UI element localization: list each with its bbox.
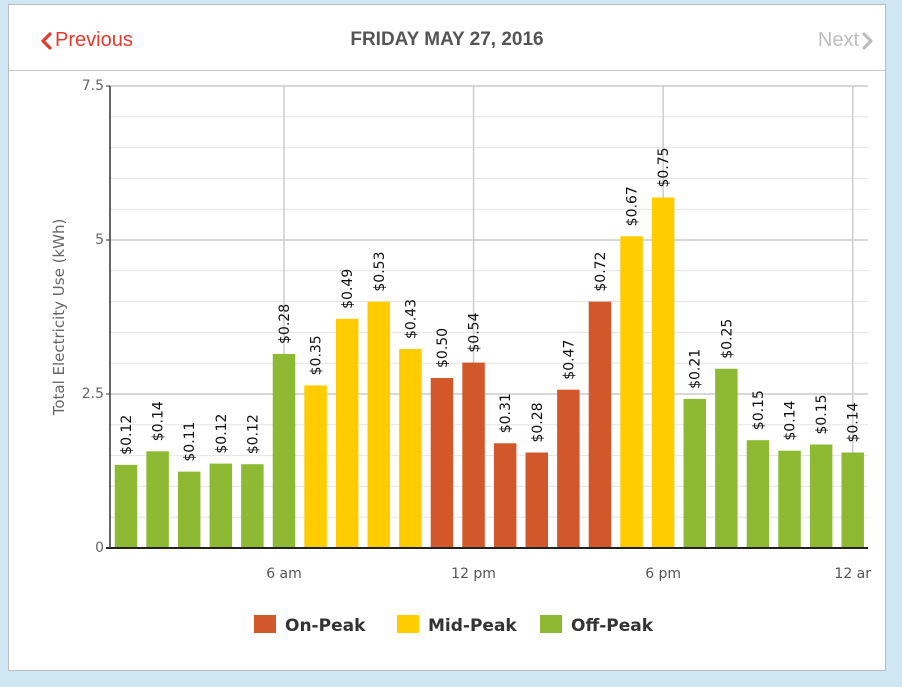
legend-swatch <box>397 615 419 633</box>
usage-bar[interactable] <box>493 443 517 548</box>
y-axis-label: Total Electricity Use (kWh) <box>50 219 68 417</box>
y-tick-label: 2.5 <box>82 386 104 402</box>
chart-axes: 0 2.5 5 7.5 6 am 12 pm 6 pm 12 ar <box>82 78 872 582</box>
usage-bar[interactable] <box>462 362 485 548</box>
cost-data-label: $0.47 <box>561 340 577 380</box>
cost-data-label: $0.35 <box>309 335 325 375</box>
cost-data-label: $0.75 <box>656 147 672 187</box>
y-tick-label: 0 <box>95 540 104 556</box>
next-label: Next <box>817 29 859 51</box>
x-tick-label: 12 ar <box>834 566 871 582</box>
usage-bar[interactable] <box>651 197 675 548</box>
legend-item-on[interactable]: On-Peak <box>254 615 366 636</box>
previous-label: Previous <box>55 29 133 51</box>
usage-bar[interactable] <box>367 301 391 548</box>
cost-data-label: $0.31 <box>498 393 514 433</box>
cost-data-label: $0.25 <box>719 319 735 359</box>
cost-data-label: $0.15 <box>814 394 830 434</box>
y-tick-label: 7.5 <box>82 78 104 94</box>
usage-bar[interactable] <box>588 301 612 548</box>
cost-data-label: $0.67 <box>625 186 641 226</box>
usage-bar[interactable] <box>715 368 738 548</box>
date-navigation-header: Previous FRIDAY MAY 27, 2016 Next <box>9 5 885 71</box>
cost-data-label: $0.14 <box>846 402 862 442</box>
usage-bar[interactable] <box>335 318 359 548</box>
usage-bar[interactable] <box>399 349 422 548</box>
usage-bar[interactable] <box>430 377 454 548</box>
x-tick-label: 12 pm <box>451 566 496 582</box>
x-tick-label: 6 pm <box>645 566 681 582</box>
previous-button[interactable]: Previous <box>39 29 133 52</box>
usage-bar[interactable] <box>304 385 327 548</box>
chevron-left-icon <box>41 31 52 50</box>
usage-card: Previous FRIDAY MAY 27, 2016 Next <box>8 4 886 671</box>
legend-item-off[interactable]: Off-Peak <box>540 615 654 636</box>
cost-data-label: $0.11 <box>182 422 198 462</box>
cost-data-label: $0.43 <box>403 299 419 339</box>
cost-data-label: $0.49 <box>340 269 356 309</box>
chevron-right-icon <box>862 31 873 50</box>
cost-data-label: $0.21 <box>688 349 704 389</box>
page-title: FRIDAY MAY 27, 2016 <box>350 29 544 50</box>
legend-label: On-Peak <box>285 616 366 636</box>
cost-data-label: $0.53 <box>372 252 388 292</box>
usage-bar[interactable] <box>146 451 169 548</box>
cost-data-label: $0.12 <box>214 414 230 454</box>
usage-bar[interactable] <box>525 452 549 548</box>
next-button[interactable]: Next <box>818 29 875 52</box>
legend-swatch <box>540 615 562 633</box>
usage-bar[interactable] <box>557 389 580 548</box>
usage-bar[interactable] <box>241 464 264 548</box>
chart-bars: $0.12 $0.14 $0.11 $0.12 $0.12 $0.28 $0.35 $0.49… <box>114 147 864 548</box>
x-tick-label: 6 am <box>266 566 302 582</box>
legend-swatch <box>254 615 276 633</box>
usage-bar[interactable] <box>809 444 833 548</box>
usage-bar[interactable] <box>841 452 864 548</box>
usage-bar[interactable] <box>177 471 201 548</box>
usage-bar[interactable] <box>746 440 770 548</box>
usage-bar[interactable] <box>272 353 296 548</box>
usage-bar[interactable] <box>114 464 138 548</box>
y-tick-label: 5 <box>95 232 104 248</box>
usage-bar[interactable] <box>620 236 643 548</box>
legend-label: Mid-Peak <box>428 616 517 636</box>
usage-bar[interactable] <box>683 398 706 548</box>
cost-data-label: $0.72 <box>593 252 609 292</box>
cost-data-label: $0.28 <box>277 304 293 344</box>
cost-data-label: $0.14 <box>783 401 799 441</box>
cost-data-label: $0.50 <box>435 328 451 368</box>
cost-data-label: $0.15 <box>751 390 767 430</box>
cost-data-label: $0.12 <box>119 415 135 455</box>
legend-label: Off-Peak <box>571 616 654 636</box>
cost-data-label: $0.28 <box>530 402 546 442</box>
cost-data-label: $0.54 <box>467 312 483 352</box>
usage-bar[interactable] <box>778 450 801 548</box>
usage-bar[interactable] <box>209 463 233 548</box>
cost-data-label: $0.14 <box>151 401 167 441</box>
cost-data-label: $0.12 <box>245 414 261 454</box>
legend-item-mid[interactable]: Mid-Peak <box>397 615 517 636</box>
chart-legend: On-Peak Mid-Peak Off-Peak <box>254 615 654 636</box>
